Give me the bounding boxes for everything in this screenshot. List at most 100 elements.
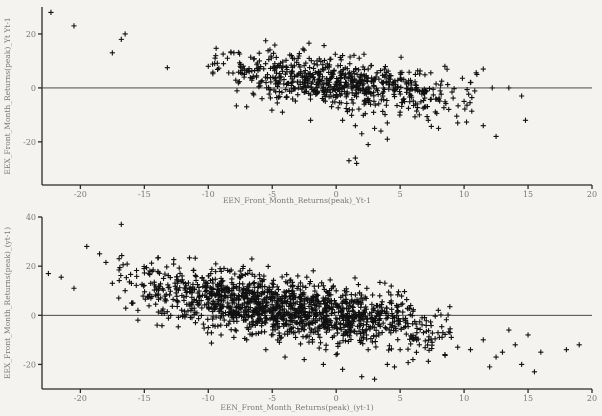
data-point bbox=[422, 345, 428, 351]
data-point bbox=[379, 329, 385, 336]
data-point bbox=[252, 284, 258, 290]
data-point bbox=[401, 96, 407, 102]
data-point bbox=[298, 326, 304, 332]
x-tick-label: 5 bbox=[398, 190, 403, 199]
data-point bbox=[283, 57, 289, 63]
data-point bbox=[386, 327, 392, 333]
data-point bbox=[337, 54, 343, 61]
data-point bbox=[427, 319, 434, 325]
data-point bbox=[148, 280, 154, 286]
data-point bbox=[269, 298, 275, 304]
data-point bbox=[451, 86, 457, 92]
data-point bbox=[280, 59, 286, 65]
data-point bbox=[383, 69, 389, 76]
data-point bbox=[449, 89, 455, 95]
data-point bbox=[189, 315, 195, 321]
data-point bbox=[272, 75, 279, 81]
data-point bbox=[84, 243, 90, 250]
data-point bbox=[359, 131, 365, 137]
data-point bbox=[380, 80, 386, 86]
data-point bbox=[333, 94, 339, 101]
data-point bbox=[342, 322, 348, 328]
data-point bbox=[133, 267, 140, 274]
data-point bbox=[277, 70, 283, 77]
data-point bbox=[263, 347, 269, 353]
data-point bbox=[190, 299, 196, 305]
data-point bbox=[275, 325, 281, 331]
data-point bbox=[263, 315, 269, 321]
data-point bbox=[279, 274, 285, 280]
data-point bbox=[464, 102, 470, 108]
data-point bbox=[252, 273, 258, 279]
data-point bbox=[326, 69, 332, 76]
data-point bbox=[316, 56, 322, 62]
data-point bbox=[198, 312, 204, 319]
data-point bbox=[281, 289, 287, 295]
data-point bbox=[338, 320, 344, 326]
data-point bbox=[443, 100, 449, 107]
x-tick-label: -5 bbox=[268, 394, 276, 403]
data-point bbox=[383, 102, 389, 108]
data-point bbox=[302, 83, 308, 89]
data-point bbox=[284, 80, 291, 87]
data-point bbox=[273, 54, 279, 61]
data-point bbox=[219, 283, 225, 289]
data-point bbox=[412, 114, 418, 120]
data-point bbox=[395, 77, 401, 83]
data-point bbox=[289, 55, 296, 61]
data-point bbox=[241, 71, 248, 78]
data-point bbox=[201, 277, 207, 283]
data-point bbox=[349, 297, 355, 303]
data-point bbox=[183, 293, 189, 299]
data-point bbox=[450, 95, 456, 101]
data-point bbox=[213, 53, 219, 59]
data-point bbox=[297, 299, 303, 305]
data-point bbox=[272, 307, 278, 314]
x-axis-title: EEN_Front_Month_Returns(peak)_Yt-1 bbox=[223, 196, 371, 205]
data-point bbox=[313, 309, 319, 315]
data-point bbox=[321, 286, 327, 293]
data-point bbox=[366, 86, 372, 92]
data-point bbox=[367, 326, 373, 332]
data-point bbox=[365, 97, 371, 103]
data-point bbox=[353, 82, 359, 88]
data-point bbox=[323, 295, 329, 301]
data-point bbox=[190, 287, 196, 293]
data-point bbox=[352, 76, 358, 82]
data-point bbox=[311, 88, 317, 94]
x-tick-label: -10 bbox=[202, 394, 215, 403]
data-point bbox=[188, 308, 194, 314]
data-point bbox=[195, 302, 201, 308]
data-point bbox=[326, 287, 333, 294]
data-point bbox=[435, 307, 441, 313]
data-point bbox=[413, 349, 420, 355]
data-point bbox=[312, 288, 318, 294]
data-point bbox=[332, 51, 338, 57]
data-point bbox=[268, 53, 274, 59]
data-point bbox=[259, 278, 265, 285]
data-point bbox=[167, 274, 173, 281]
data-point bbox=[372, 338, 378, 345]
data-point bbox=[343, 292, 349, 298]
data-point bbox=[352, 275, 358, 281]
data-point bbox=[301, 47, 307, 53]
data-point bbox=[205, 63, 211, 69]
data-point bbox=[292, 334, 299, 341]
data-point bbox=[359, 82, 365, 88]
data-point bbox=[336, 100, 342, 106]
data-point bbox=[342, 338, 349, 344]
data-point bbox=[320, 361, 326, 368]
data-point bbox=[417, 319, 423, 325]
data-point bbox=[233, 77, 239, 83]
data-points bbox=[45, 221, 582, 382]
data-point bbox=[405, 346, 411, 352]
data-point bbox=[400, 316, 406, 322]
data-point bbox=[423, 322, 429, 329]
data-point bbox=[218, 268, 224, 275]
data-point bbox=[416, 112, 422, 118]
data-point bbox=[141, 289, 148, 295]
data-point bbox=[206, 295, 212, 302]
data-point bbox=[448, 334, 454, 340]
data-point bbox=[254, 301, 260, 307]
data-point bbox=[230, 281, 236, 288]
